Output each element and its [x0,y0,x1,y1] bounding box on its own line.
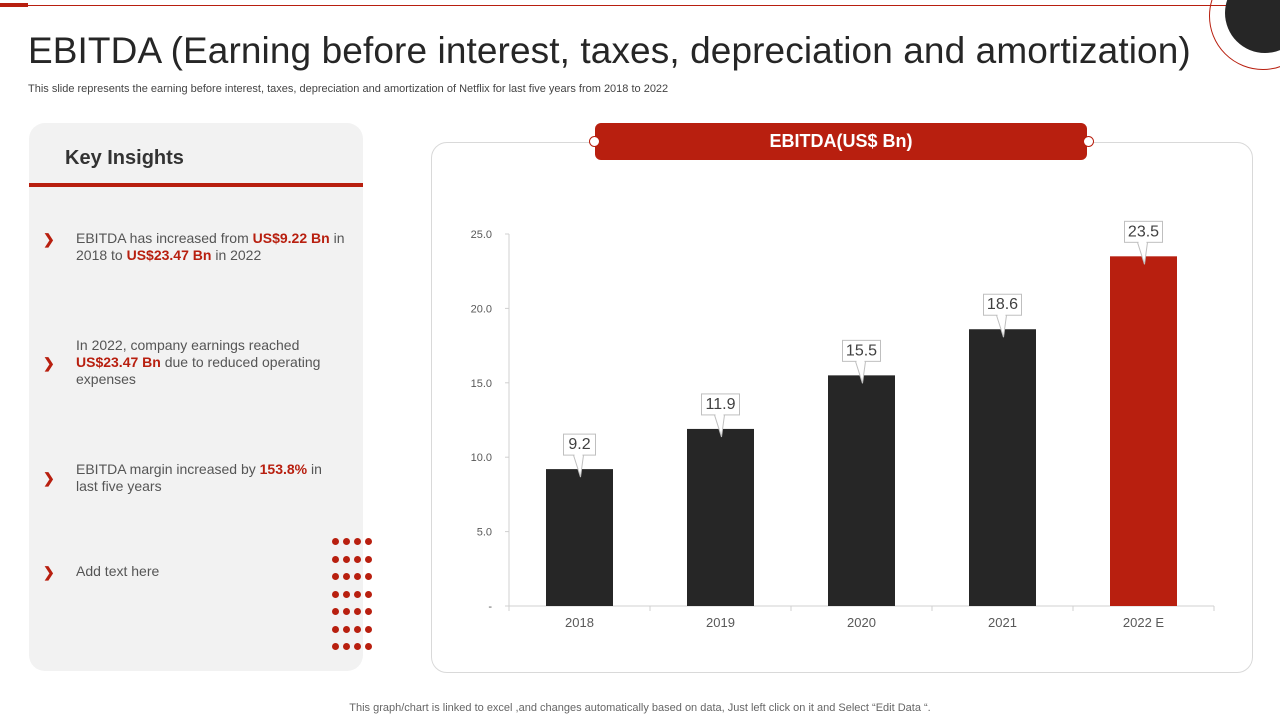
bar [1110,256,1177,606]
data-label-pointer-mask [856,359,865,363]
decor-dot [332,608,339,615]
decor-dot [332,573,339,580]
decor-dot [354,538,361,545]
insight-text: Add text here [76,563,160,579]
decor-dot [354,625,361,633]
decor-dot [365,590,372,598]
data-label-pointer-mask [574,453,583,457]
data-label: 23.5 [1128,223,1159,240]
decor-dot [343,573,350,580]
x-tick-label: 2020 [847,615,876,630]
x-tick-label: 2018 [565,615,594,630]
y-tick-label: 15.0 [471,378,492,390]
ebitda-bar-chart: - 5.0 10.0 15.0 20.0 25.0 2018 9.2 2019 11.9 2020 1… [471,220,1215,630]
x-tick-label: 2022 E [1123,615,1165,630]
banner-left-dot [589,136,600,147]
top-accent-bar [0,3,28,7]
decor-dot [343,643,350,650]
footer-note: This graph/chart is linked to excel ,and… [349,702,931,714]
bar [687,428,754,606]
decor-dot [365,573,372,580]
data-label: 9.2 [568,436,590,453]
decor-dot [354,590,361,598]
decor-dot [365,538,372,545]
x-tick-label: 2021 [988,615,1017,630]
decor-dot [354,555,361,563]
dot-grid-decoration [332,538,374,658]
data-label: 11.9 [706,396,736,413]
y-tick-label: 25.0 [471,229,492,241]
key-insights-heading: Key Insights [65,147,184,169]
x-tick-label: 2019 [706,615,735,630]
page-title: EBITDA (Earning before interest, taxes, … [28,30,1191,71]
decor-dot [365,555,372,563]
data-label: 15.5 [846,342,877,359]
decor-dot [332,625,339,633]
data-label-pointer-mask [715,413,724,417]
chevron-right-icon: ❯ [43,355,55,371]
data-label-pointer-mask [997,313,1006,317]
decor-dot [343,608,350,615]
y-tick-label: 5.0 [477,527,492,539]
decor-dot [343,538,350,545]
decor-dot [354,643,361,650]
insight-text: EBITDA has increased from US$9.22 Bn in … [76,230,345,263]
bar [828,375,895,606]
decor-dot [343,555,350,563]
decor-dot [365,608,372,615]
y-tick-label: 20.0 [471,303,492,315]
top-border-line [0,5,1230,6]
chart-title: EBITDA(US$ Bn) [595,123,1087,160]
key-insights-divider [29,183,363,187]
decor-dot [343,590,350,598]
decor-dot [332,590,339,598]
decor-dot [332,555,339,563]
chevron-right-icon: ❯ [43,231,55,247]
chevron-right-icon: ❯ [43,564,55,580]
decor-dot [343,625,350,633]
decor-dot [354,608,361,615]
bar [546,469,613,606]
decor-dot [365,625,372,633]
y-tick-label: 10.0 [471,452,492,464]
data-label-pointer-mask [1138,240,1147,244]
decor-dot [354,573,361,580]
key-insights-panel: Key Insights ❯ EBITDA has increased from… [29,123,363,671]
y-tick-label: - [488,601,492,613]
insight-text: EBITDA margin increased by 153.8% in las… [76,461,322,494]
decor-dot [332,643,339,650]
chevron-right-icon: ❯ [43,470,55,486]
bar [969,329,1036,606]
page-subtitle: This slide represents the earning before… [28,83,669,95]
data-label: 18.6 [987,296,1018,313]
decor-dot [332,538,339,545]
decor-dot [365,643,372,650]
insight-text: In 2022, company earnings reached US$23.… [76,337,321,387]
banner-right-dot [1083,136,1094,147]
